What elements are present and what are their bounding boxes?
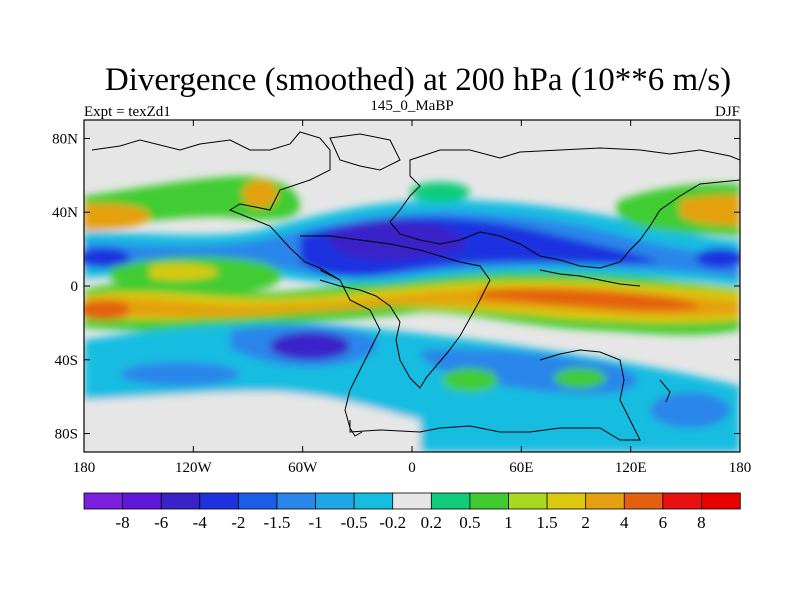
colorbar-label: -0.2 <box>379 513 406 532</box>
colorbar-label: 2 <box>581 513 590 532</box>
colorbar-box <box>276 492 317 510</box>
coastline-north-america <box>91 131 341 281</box>
field-north-jet-east-core <box>680 194 740 226</box>
colorbar-label: -4 <box>193 513 208 532</box>
field-tropical-max <box>480 287 700 311</box>
x-tick-label: 0 <box>408 460 416 476</box>
colorbar-box <box>623 492 664 510</box>
colorbar-box <box>122 492 162 510</box>
colorbar-box <box>508 492 548 510</box>
map-field <box>84 120 740 452</box>
colorbar-label: -1 <box>308 513 322 532</box>
y-tick-label: 40N <box>52 205 78 221</box>
colorbar-label: -8 <box>116 513 130 532</box>
field-eastpac-conv <box>696 248 740 268</box>
y-tick-label: 40S <box>55 353 78 369</box>
coastline-africa <box>300 235 491 389</box>
chart-title: Divergence (smoothed) at 200 hPa (10**6 … <box>105 62 731 98</box>
coastline-greenland <box>329 133 401 171</box>
x-tick-label: 120E <box>615 460 647 476</box>
field-asia-core <box>327 220 464 260</box>
x-tick-label: 180 <box>729 460 752 476</box>
right-string: DJF <box>715 104 740 120</box>
field-south-conv-core <box>270 332 350 360</box>
colorbar-box <box>662 492 703 510</box>
field-north-jet-west-core <box>84 203 150 230</box>
field-west-max <box>84 300 130 320</box>
coastline-nz <box>659 379 671 403</box>
colorbar-box <box>237 492 278 510</box>
colorbar-box <box>585 492 625 510</box>
colorbar-box <box>83 492 124 510</box>
coastline-eurasia <box>389 147 740 269</box>
field-south-pac-1 <box>120 362 240 386</box>
colorbar-label: -1.5 <box>263 513 290 532</box>
colorbar-box <box>701 492 741 510</box>
field-pacific-conv <box>84 248 130 268</box>
colorbar-box <box>546 492 587 510</box>
field-asia-div <box>410 182 470 202</box>
center-string: 145_0_MaBP <box>370 98 453 114</box>
field-north-jet-west-mid <box>242 180 278 208</box>
x-tick-label: 180 <box>73 460 96 476</box>
coastline-south-america <box>319 269 381 437</box>
colorbar-box <box>430 492 471 510</box>
colorbar-box <box>469 492 510 510</box>
colorbar-box <box>353 492 394 510</box>
field-south-pac-2 <box>650 392 730 428</box>
colorbar-label: -0.5 <box>341 513 368 532</box>
x-tick-label: 120W <box>175 460 213 476</box>
field-south-div-1 <box>442 368 498 392</box>
colorbar: -8 -6 -4 -2 -1.5 -1 -0.5 -0.2 0.2 0.5 1 1.5 2 4 6 8 <box>83 492 741 532</box>
coastline-australia <box>349 349 641 441</box>
y-tick-label: 80S <box>55 427 78 443</box>
coastlines <box>91 131 740 441</box>
colorbar-label: 6 <box>659 513 668 532</box>
colorbar-box <box>392 492 432 510</box>
colorbar-label: 0.5 <box>459 513 480 532</box>
colorbar-label: 4 <box>620 513 629 532</box>
colorbar-label: -6 <box>154 513 168 532</box>
x-tick-label: 60E <box>509 460 533 476</box>
colorbar-label: 8 <box>697 513 706 532</box>
colorbar-label: 1.5 <box>536 513 557 532</box>
field-south-gap <box>84 391 420 452</box>
y-axis: 80N 40N 0 40S 80S <box>52 131 740 443</box>
x-tick-label: 60W <box>288 460 318 476</box>
field-south-div-2 <box>554 368 606 388</box>
colorbar-box <box>160 492 201 510</box>
colorbar-box <box>199 492 240 510</box>
y-tick-label: 0 <box>71 279 79 295</box>
y-tick-label: 80N <box>52 131 78 147</box>
left-string: Expt = texZd1 <box>84 104 171 120</box>
colorbar-box <box>315 492 355 510</box>
colorbar-label: 0.2 <box>421 513 442 532</box>
x-axis: 180 120W 60W 0 60E 120E 180 <box>73 120 752 476</box>
colorbar-label: 1 <box>504 513 513 532</box>
coastline-maritime <box>539 269 641 287</box>
colorbar-label: -2 <box>231 513 245 532</box>
field-eq-west-core <box>150 264 220 280</box>
